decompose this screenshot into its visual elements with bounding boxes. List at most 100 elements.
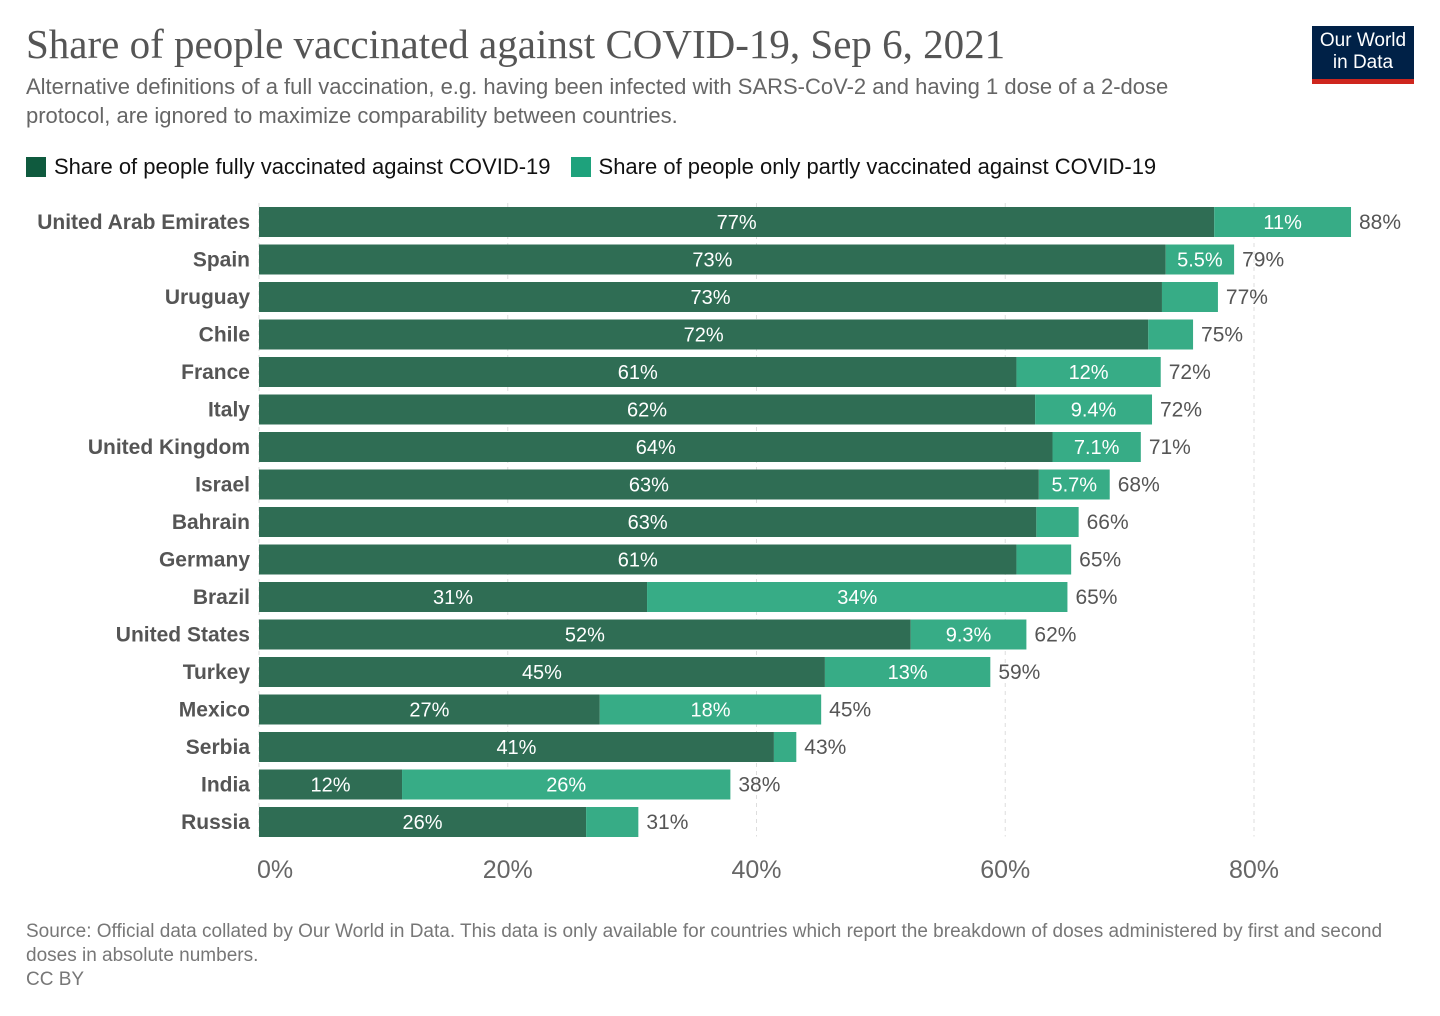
category-label: Uruguay bbox=[165, 286, 251, 309]
data-label-full: 31% bbox=[433, 587, 473, 609]
category-label: United States bbox=[116, 624, 250, 647]
x-tick-label: 60% bbox=[980, 856, 1030, 884]
data-label-partly: 9.3% bbox=[946, 625, 992, 647]
legend-swatch-partly bbox=[570, 157, 591, 177]
bar-full bbox=[259, 732, 774, 762]
bar-partly bbox=[1016, 544, 1072, 575]
x-tick-label: 0% bbox=[257, 856, 293, 884]
bar-full bbox=[259, 657, 825, 687]
license[interactable]: CC BY bbox=[26, 969, 85, 990]
chart-title: Share of people vaccinated against COVID… bbox=[26, 21, 1006, 67]
bar-full bbox=[259, 319, 1149, 350]
legend: Share of people fully vaccinated against… bbox=[26, 154, 1156, 180]
data-label-partly: 18% bbox=[690, 700, 730, 722]
owid-logo[interactable]: Our World in Data bbox=[1312, 26, 1414, 84]
data-label-total: 71% bbox=[1149, 436, 1191, 459]
legend-label-partly: Share of people only partly vaccinated a… bbox=[598, 154, 1157, 179]
data-label-partly: 9.4% bbox=[1071, 400, 1117, 422]
category-label: Spain bbox=[193, 249, 250, 272]
bar-full bbox=[259, 207, 1215, 237]
bar-partly bbox=[1161, 282, 1218, 312]
data-label-total: 77% bbox=[1226, 286, 1268, 309]
data-label-full: 41% bbox=[496, 737, 536, 759]
data-label-total: 65% bbox=[1079, 549, 1121, 572]
data-label-full: 61% bbox=[618, 362, 658, 384]
data-label-partly: 26% bbox=[546, 775, 586, 797]
data-label-full: 61% bbox=[618, 550, 658, 572]
bar-partly bbox=[910, 619, 1027, 650]
bar-full bbox=[259, 394, 1036, 425]
category-label: Israel bbox=[195, 474, 250, 497]
bar-full bbox=[259, 432, 1053, 462]
bar-full bbox=[259, 619, 911, 650]
bar-partly bbox=[1214, 207, 1352, 237]
bar-full bbox=[259, 244, 1166, 275]
bar-partly bbox=[1038, 469, 1110, 500]
data-label-full: 26% bbox=[403, 812, 443, 834]
data-label-partly: 5.5% bbox=[1177, 250, 1223, 272]
bar-partly bbox=[647, 582, 1068, 612]
data-label-total: 68% bbox=[1118, 474, 1160, 497]
data-label-full: 73% bbox=[690, 287, 730, 309]
data-label-total: 45% bbox=[829, 699, 871, 722]
data-label-total: 75% bbox=[1201, 324, 1243, 347]
bar-partly bbox=[1036, 507, 1079, 537]
category-label: India bbox=[201, 774, 250, 797]
category-label: Germany bbox=[159, 549, 250, 572]
category-label: Turkey bbox=[183, 661, 251, 684]
data-label-full: 63% bbox=[628, 512, 668, 534]
category-label: Russia bbox=[181, 811, 250, 834]
bar-full bbox=[259, 807, 587, 837]
data-label-total: 66% bbox=[1087, 511, 1129, 534]
bar-full bbox=[259, 544, 1017, 575]
data-label-partly: 12% bbox=[1069, 362, 1109, 384]
data-label-partly: 5.7% bbox=[1051, 475, 1097, 497]
category-label: France bbox=[181, 361, 250, 384]
data-label-total: 43% bbox=[804, 736, 846, 759]
data-label-total: 31% bbox=[646, 811, 688, 834]
category-label: Bahrain bbox=[172, 511, 250, 534]
data-label-total: 72% bbox=[1160, 399, 1202, 422]
data-label-partly: 34% bbox=[837, 587, 877, 609]
bar-partly bbox=[773, 732, 797, 762]
data-label-full: 63% bbox=[629, 475, 669, 497]
legend-item-partly[interactable]: Share of people only partly vaccinated a… bbox=[570, 154, 1157, 180]
legend-item-full[interactable]: Share of people fully vaccinated against… bbox=[26, 154, 551, 180]
category-label: United Arab Emirates bbox=[37, 211, 250, 234]
bar-full bbox=[259, 469, 1039, 500]
data-label-total: 65% bbox=[1075, 586, 1117, 609]
bar-partly bbox=[402, 769, 731, 800]
data-label-total: 79% bbox=[1242, 249, 1284, 272]
bar-partly bbox=[1165, 244, 1235, 275]
bar-partly bbox=[824, 657, 991, 687]
x-tick-label: 20% bbox=[483, 856, 533, 884]
data-label-total: 38% bbox=[738, 774, 780, 797]
bar-full bbox=[259, 694, 600, 725]
data-label-full: 64% bbox=[636, 437, 676, 459]
data-label-total: 62% bbox=[1034, 624, 1076, 647]
data-label-full: 72% bbox=[684, 325, 724, 347]
data-label-full: 77% bbox=[717, 212, 757, 234]
category-label: Serbia bbox=[186, 736, 251, 759]
chart-subtitle: Alternative definitions of a full vaccin… bbox=[26, 74, 1169, 128]
category-label: Italy bbox=[208, 399, 250, 422]
footer: Source: Official data collated by Our Wo… bbox=[26, 920, 1406, 992]
category-label: Mexico bbox=[179, 699, 250, 722]
legend-swatch-full bbox=[26, 157, 46, 177]
bar-partly bbox=[1148, 319, 1194, 350]
source-note: Source: Official data collated by Our Wo… bbox=[26, 921, 1383, 966]
bar-full bbox=[259, 507, 1037, 537]
bar-full bbox=[259, 357, 1017, 387]
x-tick-label: 80% bbox=[1229, 856, 1279, 884]
category-label: United Kingdom bbox=[88, 436, 250, 459]
bar-partly bbox=[1016, 357, 1161, 387]
data-label-full: 52% bbox=[565, 625, 605, 647]
data-label-full: 73% bbox=[692, 250, 732, 272]
bar-partly bbox=[1035, 394, 1153, 425]
data-label-full: 27% bbox=[409, 700, 449, 722]
data-label-partly: 11% bbox=[1263, 212, 1302, 234]
bar-full bbox=[259, 582, 648, 612]
data-label-full: 62% bbox=[627, 400, 667, 422]
category-label: Chile bbox=[199, 324, 250, 347]
